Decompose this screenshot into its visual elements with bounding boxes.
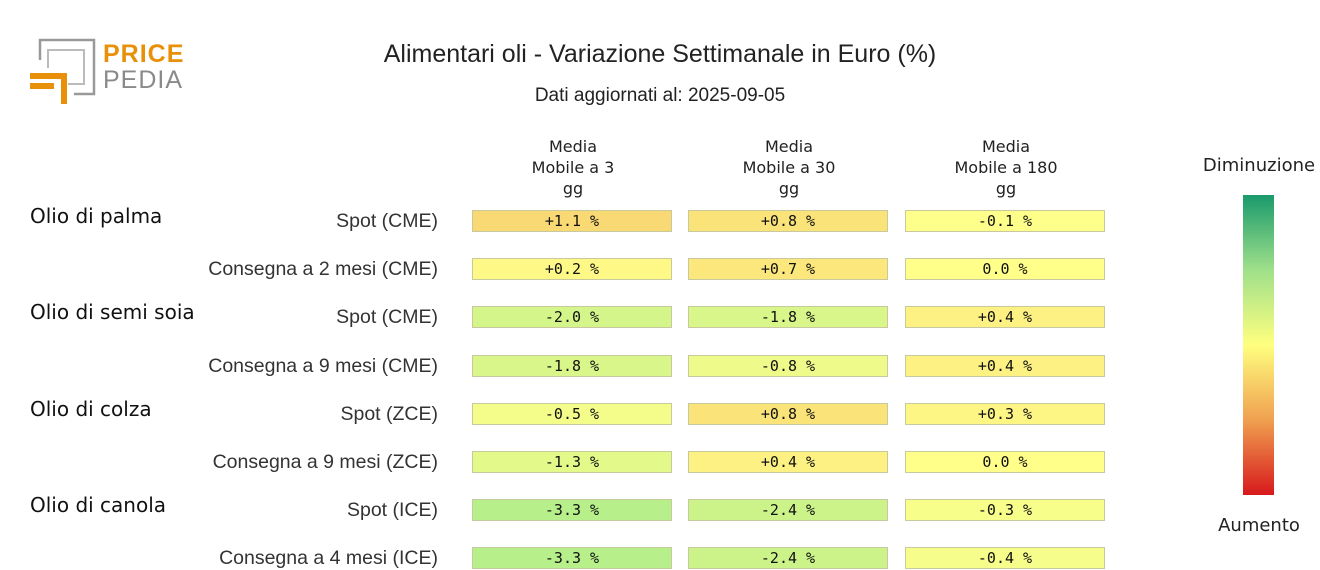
column-header-line: Mobile a 3 bbox=[531, 158, 615, 177]
column-header-line: Media bbox=[981, 137, 1031, 156]
row-label: Spot (CME) bbox=[336, 210, 438, 232]
column-header-line: Mobile a 180 bbox=[954, 158, 1058, 177]
heatmap-cell: 0.0 % bbox=[905, 451, 1105, 473]
row-label: Spot (ZCE) bbox=[340, 402, 438, 425]
heatmap-cell: +0.8 % bbox=[688, 402, 888, 425]
column-header-line: Media bbox=[548, 137, 598, 156]
heatmap-cell: +0.7 % bbox=[688, 258, 888, 281]
column-header: Media Mobile a 180 gg bbox=[905, 136, 1107, 199]
heatmap-cell: -2.4 % bbox=[688, 547, 888, 570]
row-label: Consegna a 9 mesi (CME) bbox=[208, 354, 438, 377]
colorbar-bottom-label: Aumento bbox=[1218, 515, 1300, 536]
logo-mark-icon bbox=[30, 38, 96, 104]
column-header: Media Mobile a 30 gg bbox=[688, 136, 890, 199]
group-label: Olio di palma bbox=[30, 204, 163, 228]
group-label: Olio di semi soia bbox=[30, 300, 195, 325]
heatmap-cell: +0.8 % bbox=[688, 210, 888, 232]
heatmap-cell: -3.3 % bbox=[472, 499, 672, 522]
logo-text-price: PRICE bbox=[103, 40, 185, 68]
heatmap-cell: -1.3 % bbox=[472, 451, 672, 473]
row-label: Spot (CME) bbox=[336, 306, 438, 329]
heatmap-cell: -0.8 % bbox=[688, 354, 888, 377]
heatmap-cell: -1.8 % bbox=[688, 306, 888, 329]
heatmap-cell: +0.2 % bbox=[472, 258, 672, 281]
heatmap-cell: +1.1 % bbox=[472, 210, 672, 232]
column-header-line: gg bbox=[995, 179, 1017, 198]
column-header-line: Media bbox=[764, 137, 814, 156]
heatmap-cell: +0.4 % bbox=[905, 354, 1105, 377]
heatmap-cell: -1.8 % bbox=[472, 354, 672, 377]
chart-title: Alimentari oli - Variazione Settimanale … bbox=[383, 40, 937, 68]
column-header-line: gg bbox=[562, 179, 584, 198]
column-header-line: gg bbox=[778, 179, 800, 198]
heatmap-cell: -2.0 % bbox=[472, 306, 672, 329]
heatmap-cell: -0.4 % bbox=[905, 547, 1105, 570]
heatmap-cell: +0.4 % bbox=[688, 451, 888, 473]
group-label: Olio di colza bbox=[30, 396, 152, 421]
row-label: Consegna a 4 mesi (ICE) bbox=[219, 547, 438, 570]
row-label: Consegna a 9 mesi (ZCE) bbox=[212, 451, 438, 473]
heatmap-cell: -2.4 % bbox=[688, 499, 888, 522]
column-header: Media Mobile a 3 gg bbox=[472, 136, 674, 199]
column-header-line: Mobile a 30 bbox=[742, 158, 836, 177]
group-label: Olio di canola bbox=[30, 493, 167, 518]
row-label: Spot (ICE) bbox=[346, 499, 438, 522]
logo-text-pedia: PEDIA bbox=[103, 66, 184, 94]
heatmap-cell: -0.5 % bbox=[472, 402, 672, 425]
row-label: Consegna a 2 mesi (CME) bbox=[208, 258, 438, 281]
heatmap-cell: +0.4 % bbox=[905, 306, 1105, 329]
heatmap-cell: -3.3 % bbox=[472, 547, 672, 570]
heatmap-cell: 0.0 % bbox=[905, 258, 1105, 281]
pricepedia-logo: PRICE PEDIA bbox=[28, 38, 188, 110]
colorbar-top-label: Diminuzione bbox=[1202, 155, 1316, 176]
heatmap-cell: -0.3 % bbox=[905, 499, 1105, 522]
heatmap-cell: -0.1 % bbox=[905, 210, 1105, 232]
colorbar bbox=[1243, 195, 1274, 495]
chart-subtitle: Dati aggiornati al: 2025-09-05 bbox=[534, 85, 786, 106]
heatmap-cell: +0.3 % bbox=[905, 402, 1105, 425]
